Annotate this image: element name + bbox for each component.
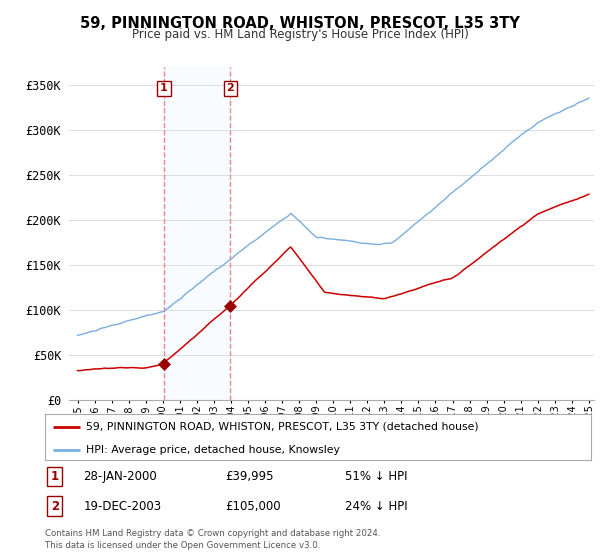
Text: £105,000: £105,000 [225,500,281,512]
Text: 28-JAN-2000: 28-JAN-2000 [83,470,157,483]
Text: 51% ↓ HPI: 51% ↓ HPI [346,470,408,483]
Text: 59, PINNINGTON ROAD, WHISTON, PRESCOT, L35 3TY (detached house): 59, PINNINGTON ROAD, WHISTON, PRESCOT, L… [86,422,479,432]
Text: 2: 2 [51,500,59,512]
Text: Price paid vs. HM Land Registry's House Price Index (HPI): Price paid vs. HM Land Registry's House … [131,28,469,41]
Bar [164,67,230,400]
Text: 1: 1 [160,83,168,94]
Text: 59, PINNINGTON ROAD, WHISTON, PRESCOT, L35 3TY: 59, PINNINGTON ROAD, WHISTON, PRESCOT, L… [80,16,520,31]
Text: 2: 2 [226,83,234,94]
Text: £39,995: £39,995 [225,470,274,483]
Text: 24% ↓ HPI: 24% ↓ HPI [346,500,408,512]
Text: 1: 1 [51,470,59,483]
Text: 19-DEC-2003: 19-DEC-2003 [83,500,161,512]
Text: HPI: Average price, detached house, Knowsley: HPI: Average price, detached house, Know… [86,445,340,455]
Text: Contains HM Land Registry data © Crown copyright and database right 2024.
This d: Contains HM Land Registry data © Crown c… [45,529,380,550]
